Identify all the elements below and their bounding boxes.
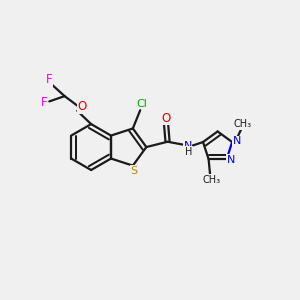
- Text: S: S: [130, 166, 137, 176]
- Text: N: N: [183, 141, 192, 151]
- Text: F: F: [46, 73, 52, 86]
- Text: Cl: Cl: [136, 99, 147, 109]
- Text: O: O: [161, 112, 171, 125]
- Text: H: H: [185, 147, 192, 157]
- Text: N: N: [227, 155, 235, 165]
- Text: CH₃: CH₃: [233, 119, 251, 129]
- Text: N: N: [232, 136, 241, 146]
- Text: CH₃: CH₃: [202, 175, 220, 185]
- Text: O: O: [78, 100, 87, 113]
- Text: F: F: [41, 96, 47, 110]
